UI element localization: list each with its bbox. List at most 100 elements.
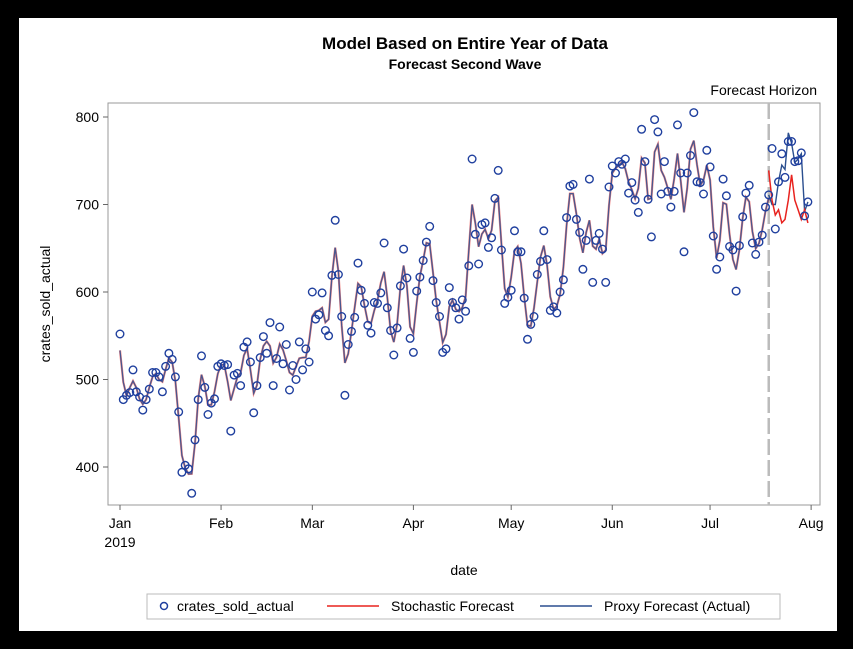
actual-point	[343, 340, 353, 350]
actual-point	[751, 249, 761, 259]
actual-point	[301, 344, 311, 354]
actual-point	[741, 188, 751, 198]
actual-point	[552, 308, 562, 318]
actual-point	[699, 189, 709, 199]
actual-point	[298, 365, 308, 375]
actual-point	[643, 194, 653, 204]
x-tick-label: Feb	[209, 515, 233, 531]
actual-point	[787, 136, 797, 146]
actual-point	[669, 186, 679, 196]
x-tick-label: Jan	[109, 515, 132, 531]
actual-point	[702, 145, 712, 155]
actual-point	[663, 186, 673, 196]
actual-point	[408, 347, 418, 357]
actual-point	[457, 295, 467, 305]
actual-point	[689, 108, 699, 118]
actual-point	[395, 281, 405, 291]
actual-point	[578, 264, 588, 274]
actual-point	[144, 384, 154, 394]
actual-point	[242, 337, 252, 347]
actual-point	[731, 286, 741, 296]
y-tick-label: 500	[76, 372, 100, 388]
x-tick-label: May	[498, 515, 524, 531]
actual-point	[715, 252, 725, 262]
actual-point	[347, 326, 357, 336]
actual-point	[519, 293, 529, 303]
actual-point	[285, 385, 295, 395]
actual-point	[620, 154, 630, 164]
actual-point	[333, 270, 343, 280]
actual-point	[734, 241, 744, 251]
actual-point	[363, 320, 373, 330]
actual-point	[324, 331, 334, 341]
actual-point	[682, 168, 692, 178]
actual-point	[278, 359, 288, 369]
actual-point	[659, 157, 669, 167]
actual-point	[209, 394, 219, 404]
actual-point	[712, 264, 722, 274]
actual-point	[428, 276, 438, 286]
series-lines	[118, 132, 809, 476]
actual-point	[803, 197, 813, 207]
actual-point	[780, 172, 790, 182]
actual-point	[431, 298, 441, 308]
actual-point	[183, 464, 193, 474]
actual-point	[728, 245, 738, 255]
actual-point	[555, 287, 565, 297]
actual-point	[226, 426, 236, 436]
actual-point	[764, 190, 774, 200]
actual-point	[258, 332, 268, 342]
actual-point	[141, 395, 151, 405]
actual-point	[379, 238, 389, 248]
actual-point	[673, 120, 683, 130]
proxy-forecast-fitted-line	[119, 140, 770, 475]
actual-point	[330, 215, 340, 225]
actual-point	[353, 258, 363, 268]
actual-point	[366, 328, 376, 338]
x-tick-label: Apr	[403, 515, 425, 531]
actual-point	[190, 435, 200, 445]
actual-point	[148, 368, 158, 378]
actual-point	[470, 229, 480, 239]
actual-point	[705, 162, 715, 172]
actual-point	[493, 165, 503, 175]
actual-point	[777, 149, 787, 159]
actual-point	[288, 361, 298, 371]
actual-point	[337, 312, 347, 322]
actual-point	[157, 387, 167, 397]
actual-point	[510, 226, 520, 236]
actual-point	[562, 213, 572, 223]
actual-point	[503, 292, 513, 302]
actual-point	[382, 303, 392, 313]
actual-point	[340, 390, 350, 400]
actual-point	[435, 312, 445, 322]
actual-point	[633, 207, 643, 217]
actual-point	[376, 288, 386, 298]
actual-point	[356, 285, 366, 295]
actual-point	[483, 242, 493, 252]
actual-point	[666, 202, 676, 212]
actual-point	[653, 127, 663, 137]
actual-point	[761, 202, 771, 212]
actual-point	[594, 228, 604, 238]
actual-point	[523, 334, 533, 344]
legend-label-stochastic: Stochastic Forecast	[391, 598, 514, 614]
actual-point	[405, 333, 415, 343]
actual-point	[754, 237, 764, 247]
actual-point	[604, 182, 614, 192]
actual-point	[115, 329, 125, 339]
actual-point	[506, 285, 516, 295]
x-axis-title: date	[450, 562, 477, 578]
y-tick-label: 400	[76, 459, 100, 475]
actual-point	[174, 407, 184, 417]
actual-point	[627, 178, 637, 188]
actual-point	[611, 168, 621, 178]
chart-subtitle: Forecast Second Wave	[389, 56, 542, 72]
actual-point	[125, 388, 135, 398]
actual-point	[721, 191, 731, 201]
actual-point	[679, 247, 689, 257]
actual-point	[513, 247, 523, 257]
actual-point	[496, 245, 506, 255]
actual-point	[767, 143, 777, 153]
actual-point	[451, 303, 461, 313]
